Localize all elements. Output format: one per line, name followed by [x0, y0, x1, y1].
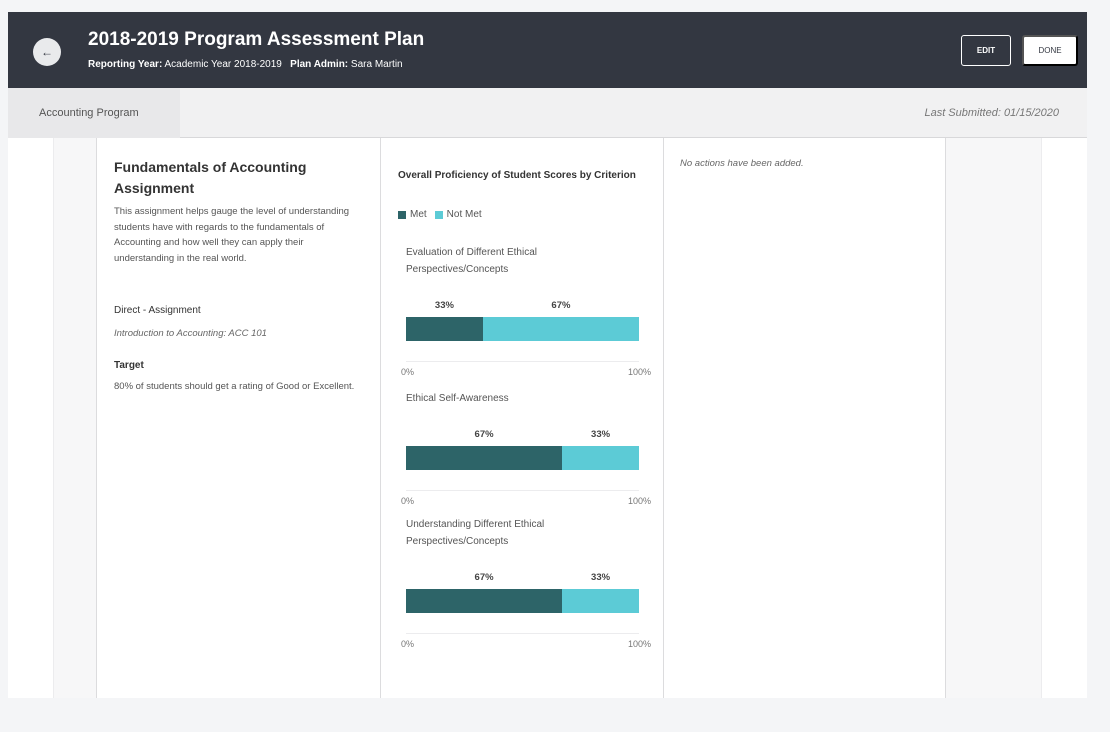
- bar-segment-not-met: [562, 446, 639, 470]
- back-button[interactable]: ←: [33, 38, 61, 66]
- tick-label-min: 0%: [401, 367, 415, 377]
- legend-swatch-not-met: [434, 210, 443, 219]
- tick-label-max: 100%: [628, 496, 652, 506]
- tick-label-min: 0%: [401, 639, 415, 649]
- tick-label-max: 100%: [628, 367, 652, 377]
- data-label-not-met: 33%: [591, 572, 611, 583]
- results-column: Overall Proficiency of Student Scores by…: [381, 138, 664, 698]
- plan-meta: Reporting Year: Academic Year 2018-2019 …: [88, 59, 403, 70]
- page-title: 2018-2019 Program Assessment Plan: [88, 29, 425, 50]
- legend-swatch-met: [398, 210, 406, 219]
- criterion-label: Understanding Different Ethical Perspect…: [406, 519, 545, 547]
- legend-item-met: Met: [398, 209, 427, 220]
- tick-label-max: 100%: [628, 639, 652, 649]
- header-bar: ← 2018-2019 Program Assessment Plan Repo…: [8, 12, 1087, 88]
- axis-line: [406, 490, 639, 491]
- chart-legend: Met Not Met: [398, 209, 490, 220]
- assignment-column: Fundamentals of Accounting Assignment Th…: [97, 138, 381, 698]
- data-label-met: 67%: [474, 429, 494, 440]
- assignment-type: Direct - Assignment: [114, 305, 201, 316]
- axis-line: [406, 633, 639, 634]
- left-gutter: [8, 138, 54, 698]
- no-actions-message: No actions have been added.: [680, 158, 804, 169]
- data-label-not-met: 33%: [591, 429, 611, 440]
- bar-segment-met: [406, 317, 483, 341]
- stacked-bar: [406, 589, 639, 613]
- assignment-course: Introduction to Accounting: ACC 101: [114, 328, 267, 339]
- assignment-description: This assignment helps gauge the level of…: [114, 206, 350, 264]
- bar-segment-met: [406, 446, 563, 470]
- plan-admin-label: Plan Admin:: [290, 59, 349, 70]
- tab-accounting-program[interactable]: Accounting Program: [8, 88, 180, 138]
- reporting-year-value: Academic Year 2018-2019: [164, 59, 282, 70]
- done-button[interactable]: DONE: [1022, 35, 1078, 66]
- bar-segment-not-met: [562, 589, 639, 613]
- bar-segment-met: [406, 589, 563, 613]
- last-submitted-date: Last Submitted: 01/15/2020: [924, 107, 1059, 119]
- bar-segment-not-met: [482, 317, 639, 341]
- criterion-label: Evaluation of Different Ethical Perspect…: [406, 247, 538, 275]
- sub-navigation: Accounting Program Last Submitted: 01/15…: [8, 88, 1087, 138]
- plan-admin-value: Sara Martin: [350, 59, 403, 70]
- assignment-title: Fundamentals of Accounting Assignment: [114, 159, 307, 196]
- main-content: Fundamentals of Accounting Assignment Th…: [8, 138, 1087, 698]
- chart-title: Overall Proficiency of Student Scores by…: [398, 170, 636, 181]
- stacked-bar: [406, 317, 639, 341]
- data-label-not-met: 67%: [551, 300, 571, 311]
- stacked-bar: [406, 446, 639, 470]
- target-label: Target: [114, 360, 144, 371]
- legend-label-not-met: Not Met: [446, 209, 482, 220]
- criterion-label: Ethical Self-Awareness: [406, 393, 509, 404]
- legend-label-met: Met: [410, 209, 427, 220]
- assessment-row-card: Fundamentals of Accounting Assignment Th…: [96, 138, 946, 698]
- target-text: 80% of students should get a rating of G…: [114, 381, 355, 392]
- app-window: ← 2018-2019 Program Assessment Plan Repo…: [8, 12, 1087, 698]
- data-label-met: 67%: [474, 572, 494, 583]
- tick-label-min: 0%: [401, 496, 415, 506]
- arrow-left-icon: ←: [41, 45, 53, 59]
- reporting-year-label: Reporting Year:: [88, 59, 163, 70]
- edit-button[interactable]: EDIT: [961, 35, 1011, 66]
- data-label-met: 33%: [434, 300, 454, 311]
- right-gutter: [1041, 138, 1087, 698]
- actions-column: No actions have been added.: [664, 138, 947, 698]
- axis-line: [406, 361, 639, 362]
- legend-item-not-met: Not Met: [434, 209, 482, 220]
